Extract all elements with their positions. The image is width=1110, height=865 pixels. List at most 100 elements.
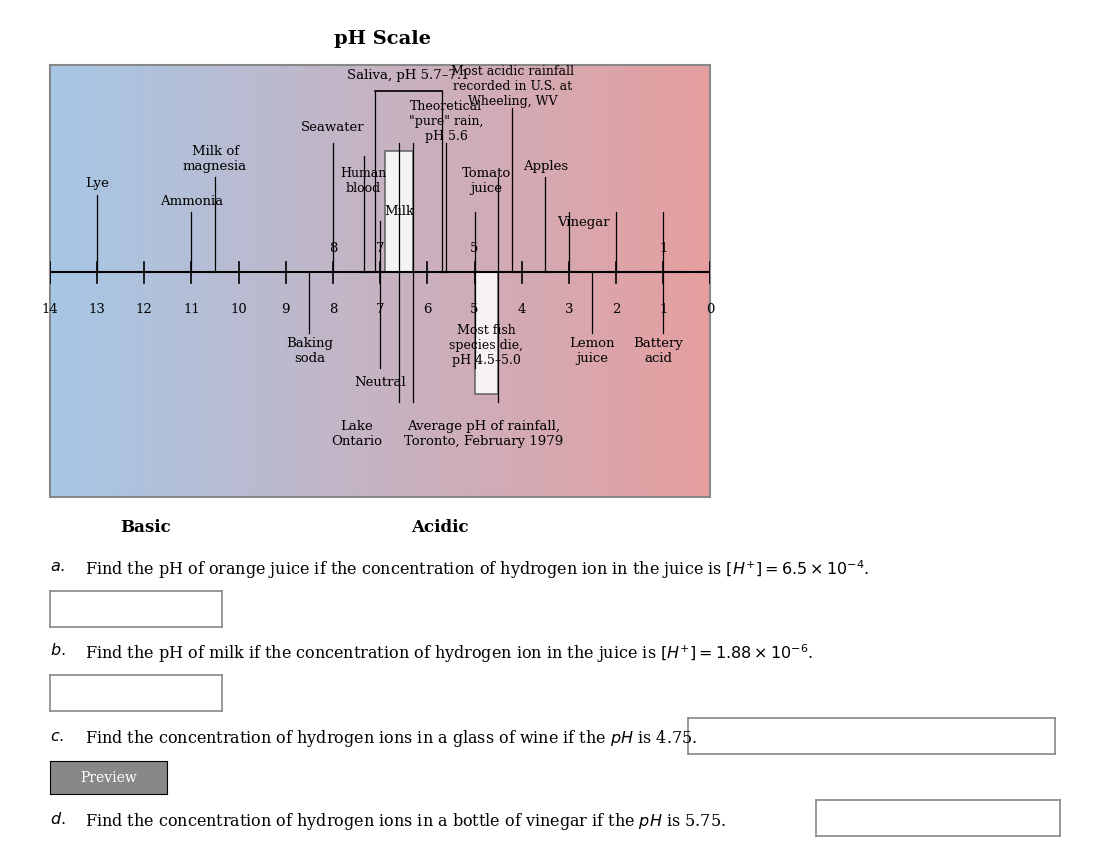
Bar <box>256 65 259 497</box>
Text: 12: 12 <box>135 303 153 316</box>
Bar <box>276 65 279 497</box>
Bar <box>545 65 547 497</box>
Bar <box>558 65 561 497</box>
Bar <box>144 65 147 497</box>
Bar <box>549 65 552 497</box>
Bar <box>428 65 431 497</box>
Bar <box>491 65 493 497</box>
Bar <box>453 65 455 497</box>
Bar <box>101 65 103 497</box>
Bar <box>601 65 603 497</box>
Bar <box>475 65 477 497</box>
Bar <box>292 65 294 497</box>
Bar <box>695 65 697 497</box>
Bar <box>327 65 330 497</box>
Bar <box>249 65 250 497</box>
Bar <box>246 65 249 497</box>
Bar <box>385 151 413 272</box>
Bar <box>587 65 589 497</box>
Bar <box>94 65 97 497</box>
Bar <box>77 65 79 497</box>
Bar <box>218 65 220 497</box>
Bar <box>215 65 218 497</box>
Bar <box>605 65 607 497</box>
Bar <box>370 65 372 497</box>
Bar <box>629 65 632 497</box>
Bar <box>391 65 393 497</box>
Bar <box>166 65 169 497</box>
Bar <box>668 65 670 497</box>
Bar <box>638 65 640 497</box>
Bar <box>625 65 627 497</box>
Text: 8: 8 <box>329 242 337 255</box>
Bar <box>666 65 668 497</box>
Bar <box>117 65 118 497</box>
Text: 7: 7 <box>376 242 384 255</box>
Bar <box>704 65 706 497</box>
Bar <box>112 65 114 497</box>
Bar <box>158 65 160 497</box>
Bar <box>404 65 406 497</box>
Text: Vinegar: Vinegar <box>557 216 609 229</box>
Bar <box>97 65 99 497</box>
Bar <box>367 65 370 497</box>
Bar <box>455 65 457 497</box>
Bar <box>307 65 310 497</box>
Text: 6: 6 <box>423 303 432 316</box>
Text: Lake
Ontario: Lake Ontario <box>331 420 382 447</box>
Bar <box>270 65 272 497</box>
Bar <box>160 65 162 497</box>
Bar <box>384 65 386 497</box>
Bar <box>664 65 666 497</box>
Bar <box>122 65 124 497</box>
Bar <box>506 65 508 497</box>
Bar <box>616 65 618 497</box>
Bar <box>343 65 345 497</box>
Bar <box>464 65 466 497</box>
Bar <box>110 65 112 497</box>
Bar <box>240 65 242 497</box>
Bar <box>79 65 81 497</box>
Bar <box>283 65 285 497</box>
Text: 0: 0 <box>706 303 715 316</box>
Bar <box>209 65 211 497</box>
Bar <box>83 65 85 497</box>
Bar <box>541 65 543 497</box>
Bar <box>583 65 585 497</box>
Bar <box>513 65 514 497</box>
Text: 1: 1 <box>659 303 667 316</box>
Bar <box>679 65 682 497</box>
Bar <box>178 65 180 497</box>
Text: 13: 13 <box>89 303 105 316</box>
Bar <box>294 65 296 497</box>
Bar <box>675 65 677 497</box>
Bar <box>356 65 359 497</box>
Bar <box>287 65 290 497</box>
Bar <box>400 65 402 497</box>
Bar <box>299 65 301 497</box>
Bar <box>657 65 659 497</box>
Bar <box>538 65 541 497</box>
Bar <box>444 65 446 497</box>
Bar <box>702 65 704 497</box>
Bar <box>92 65 94 497</box>
Bar <box>437 65 440 497</box>
Text: Find the concentration of hydrogen ions in a bottle of vinegar if the $pH$ is 5.: Find the concentration of hydrogen ions … <box>85 811 726 831</box>
Bar <box>323 65 325 497</box>
Bar <box>552 65 554 497</box>
Bar <box>173 65 175 497</box>
Bar <box>238 65 240 497</box>
Bar <box>263 65 265 497</box>
Bar <box>363 65 365 497</box>
Bar <box>556 65 558 497</box>
Bar <box>220 65 222 497</box>
Bar <box>314 65 316 497</box>
Bar <box>244 65 246 497</box>
Text: Find the pH of milk if the concentration of hydrogen ion in the juice is $\left[: Find the pH of milk if the concentration… <box>85 642 814 664</box>
Bar <box>90 65 92 497</box>
Bar <box>607 65 609 497</box>
Text: 7: 7 <box>376 303 384 316</box>
Bar <box>50 65 52 497</box>
Bar <box>99 65 101 497</box>
Bar <box>514 65 516 497</box>
